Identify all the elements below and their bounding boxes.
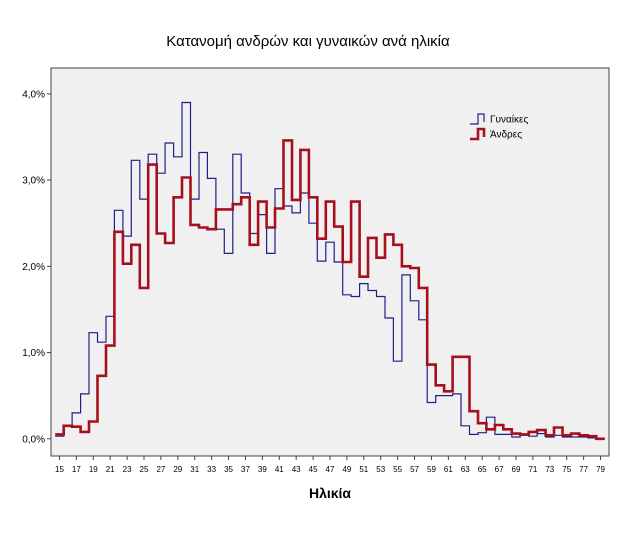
x-tick-label: 59 xyxy=(427,465,436,474)
x-tick-label: 19 xyxy=(89,465,98,474)
x-tick-label: 41 xyxy=(275,465,284,474)
x-tick-label: 25 xyxy=(140,465,149,474)
x-tick-label: 69 xyxy=(512,465,521,474)
x-tick-label: 77 xyxy=(579,465,588,474)
y-tick-label: 3,0% xyxy=(22,176,45,187)
axes: 0,0% 1,0% 2,0% 3,0% 4,0% 15 17 19 21 23 25 27 29 31 33… xyxy=(22,89,605,474)
x-tick-label: 27 xyxy=(156,465,165,474)
y-tick-label: 0,0% xyxy=(22,434,45,445)
x-tick-label: 63 xyxy=(461,465,470,474)
x-tick-label: 17 xyxy=(72,465,81,474)
y-tick-label: 1,0% xyxy=(22,348,45,359)
y-tick-label: 2,0% xyxy=(22,262,45,273)
legend-swatch xyxy=(470,127,486,141)
x-tick-label: 45 xyxy=(309,465,318,474)
legend-label: Άνδρες xyxy=(490,130,522,141)
x-tick-label: 47 xyxy=(326,465,335,474)
legend: Γυναίκες Άνδρες xyxy=(470,113,528,141)
x-tick-label: 73 xyxy=(545,465,554,474)
x-tick-label: 71 xyxy=(528,465,537,474)
x-tick-label: 23 xyxy=(123,465,132,474)
series-line-women xyxy=(55,101,605,440)
x-tick-label: 49 xyxy=(342,465,351,474)
x-tick-label: 39 xyxy=(258,465,267,474)
x-tick-label: 75 xyxy=(562,465,571,474)
x-tick-label: 21 xyxy=(106,465,115,474)
x-tick-label: 33 xyxy=(207,465,216,474)
x-tick-label: 65 xyxy=(478,465,487,474)
x-tick-label: 15 xyxy=(55,465,64,474)
x-axis-label: Ηλικία xyxy=(309,485,351,501)
x-tick-label: 43 xyxy=(292,465,301,474)
chart-title: Κατανομή ανδρών και γυναικών ανά ηλικία xyxy=(166,33,450,50)
x-tick-label: 29 xyxy=(173,465,182,474)
x-tick-label: 53 xyxy=(376,465,385,474)
legend-label: Γυναίκες xyxy=(490,114,528,126)
x-tick-label: 35 xyxy=(224,465,233,474)
x-tick-label: 61 xyxy=(444,465,453,474)
x-tick-label: 51 xyxy=(359,465,368,474)
legend-swatch xyxy=(470,113,485,125)
x-tick-label: 37 xyxy=(241,465,250,474)
x-tick-label: 31 xyxy=(190,465,199,474)
plot-background xyxy=(50,67,610,457)
x-tick-label: 79 xyxy=(596,465,605,474)
x-tick-label: 67 xyxy=(495,465,504,474)
x-tick-label: 55 xyxy=(393,465,402,474)
series-layer xyxy=(55,101,605,441)
x-tick-label: 57 xyxy=(410,465,419,474)
series-line-men xyxy=(55,139,605,441)
y-tick-label: 4,0% xyxy=(22,89,45,100)
